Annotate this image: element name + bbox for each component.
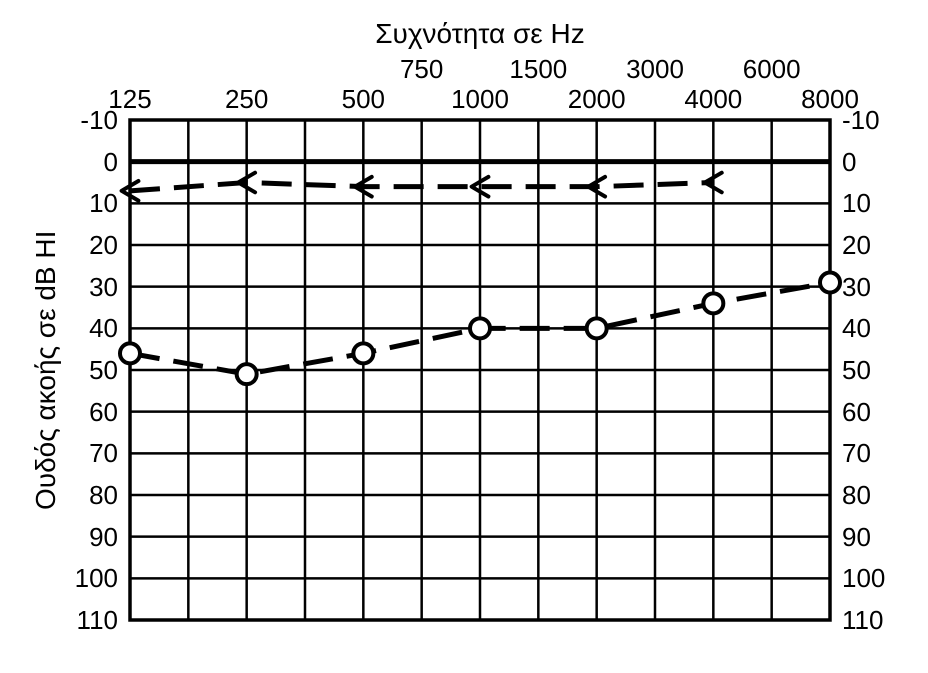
y-tick-left: 60	[89, 397, 118, 428]
y-tick-left: 100	[75, 563, 118, 594]
y-tick-right: 50	[842, 355, 871, 386]
y-tick-right: 90	[842, 522, 871, 553]
y-tick-right: 0	[842, 147, 856, 178]
y-tick-right: 80	[842, 480, 871, 511]
y-tick-left: 30	[89, 272, 118, 303]
y-tick-right: 30	[842, 272, 871, 303]
y-tick-right: 40	[842, 313, 871, 344]
x-tick-minor: 3000	[626, 54, 684, 85]
x-tick-major: 500	[342, 84, 385, 115]
y-tick-right: 110	[842, 605, 883, 636]
x-tick-major: 125	[108, 84, 151, 115]
y-tick-right: 100	[842, 563, 885, 594]
x-axis-title: Συχνότητα σε Hz	[375, 18, 585, 50]
x-tick-major: 8000	[801, 84, 859, 115]
x-tick-major: 2000	[568, 84, 626, 115]
y-tick-left: 0	[104, 147, 118, 178]
x-tick-minor: 6000	[743, 54, 801, 85]
x-tick-minor: 750	[400, 54, 443, 85]
y-tick-left: 70	[89, 438, 118, 469]
y-tick-left: 20	[89, 230, 118, 261]
y-tick-left: 110	[77, 605, 118, 636]
audiogram-chart: { "chart": { "type": "audiogram", "title…	[0, 0, 928, 673]
x-tick-major: 250	[225, 84, 268, 115]
y-tick-left: 90	[89, 522, 118, 553]
x-tick-major: 4000	[684, 84, 742, 115]
y-tick-left: 40	[89, 313, 118, 344]
y-tick-right: 10	[842, 188, 871, 219]
y-tick-right: 20	[842, 230, 871, 261]
y-tick-right: 60	[842, 397, 871, 428]
y-tick-right: 70	[842, 438, 871, 469]
y-axis-title: Ουδός ακοής σε dB HI	[30, 231, 62, 510]
x-tick-minor: 1500	[509, 54, 567, 85]
x-tick-major: 1000	[451, 84, 509, 115]
y-tick-left: 50	[89, 355, 118, 386]
y-tick-left: 80	[89, 480, 118, 511]
y-tick-left: 10	[89, 188, 118, 219]
